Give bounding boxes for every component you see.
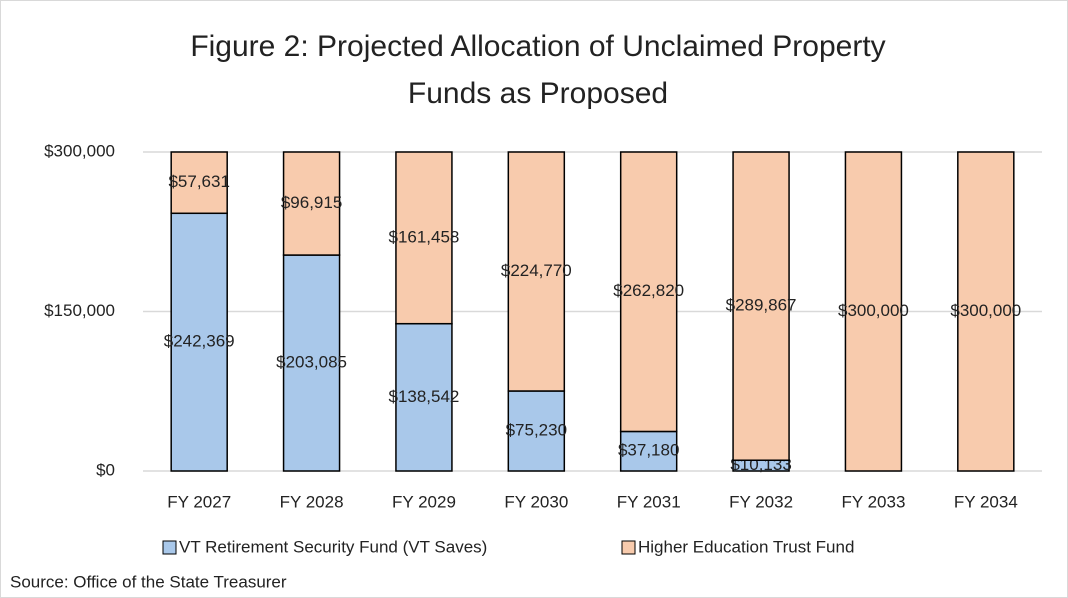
data-label: $242,369 [164, 332, 235, 351]
data-label: $224,770 [501, 261, 572, 280]
source-note: Source: Office of the State Treasurer [10, 572, 287, 591]
bar-segment [282, 151, 341, 256]
bar-segment [844, 151, 903, 472]
chart-title: Funds as Proposed [408, 77, 668, 110]
bar-segment [395, 151, 453, 325]
x-tick-label: FY 2031 [617, 492, 681, 511]
data-label: $138,542 [388, 387, 459, 406]
x-tick-label: FY 2034 [954, 492, 1018, 511]
bar-segment [957, 151, 1015, 472]
y-tick-label: $0 [96, 460, 115, 479]
bar-segment [619, 151, 678, 433]
legend-swatch [162, 540, 177, 555]
data-label: $289,867 [726, 296, 797, 315]
bar-segment [282, 254, 341, 472]
y-tick-label: $150,000 [44, 301, 115, 320]
bar-segment [732, 151, 790, 461]
x-tick-label: FY 2033 [841, 492, 905, 511]
data-label: $161,458 [388, 227, 459, 246]
chart-title: Figure 2: Projected Allocation of Unclai… [190, 30, 885, 63]
x-tick-label: FY 2029 [392, 492, 456, 511]
bar-segment [395, 322, 453, 472]
x-tick-label: FY 2030 [504, 492, 568, 511]
x-tick-label: FY 2028 [280, 492, 344, 511]
data-label: $57,631 [168, 172, 229, 191]
legend-swatch [621, 540, 636, 555]
legend-label: VT Retirement Security Fund (VT Saves) [179, 537, 487, 556]
bar-segment [507, 151, 566, 392]
x-tick-label: FY 2027 [167, 492, 231, 511]
data-label: $37,180 [618, 441, 679, 460]
bar-segment [170, 151, 228, 215]
legend-label: Higher Education Trust Fund [638, 537, 854, 556]
x-tick-label: FY 2032 [729, 492, 793, 511]
data-label: $300,000 [838, 301, 909, 320]
data-label: $300,000 [950, 301, 1021, 320]
y-tick-label: $300,000 [44, 141, 115, 160]
data-label: $96,915 [281, 193, 342, 212]
data-label: $203,085 [276, 353, 347, 372]
data-label: $75,230 [506, 420, 567, 439]
bar-segment [507, 390, 566, 472]
data-label: $262,820 [613, 281, 684, 300]
